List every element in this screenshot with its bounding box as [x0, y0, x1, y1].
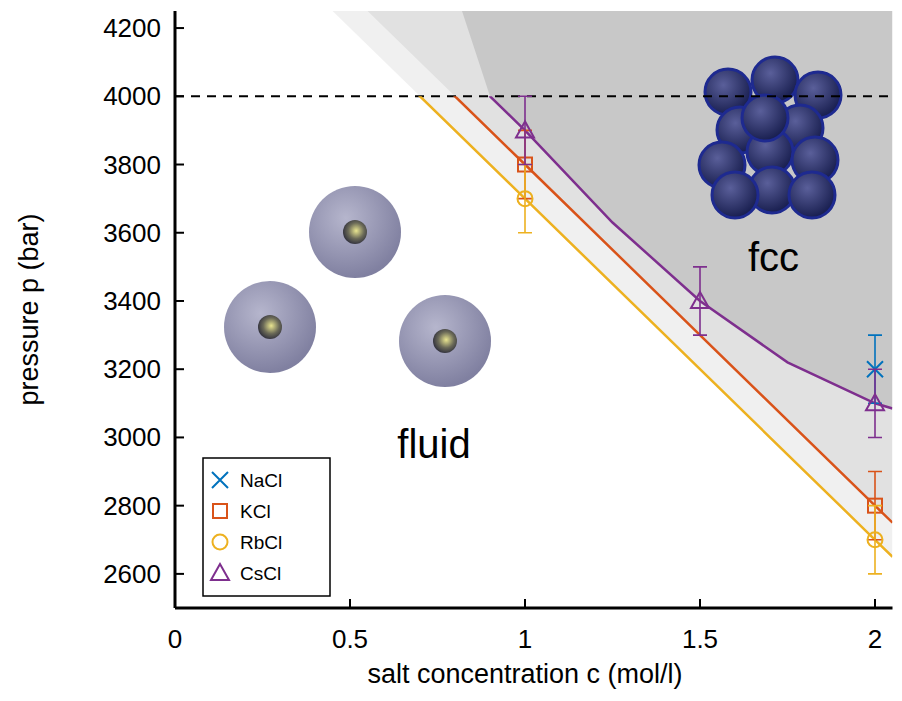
particle-shell — [399, 295, 491, 387]
legend: NaCl KCl RbCl CsCl — [203, 458, 330, 596]
y-tick — [175, 232, 184, 234]
data-point — [518, 191, 533, 206]
y-tick — [175, 368, 184, 370]
error-bar — [868, 506, 882, 574]
data-point — [691, 292, 709, 308]
y-tick-label: 3800 — [103, 150, 161, 180]
particle-shell — [224, 281, 316, 373]
particle-shell — [309, 186, 401, 278]
x-tick-label: 1.5 — [682, 624, 718, 654]
y-tick — [175, 300, 184, 302]
legend-marker — [213, 504, 227, 518]
legend-marker — [213, 535, 228, 550]
y-tick-label: 3200 — [103, 354, 161, 384]
x-tick — [349, 599, 351, 608]
y-tick-label: 4000 — [103, 81, 161, 111]
y-tick-label: 3600 — [103, 218, 161, 248]
phase-region — [462, 11, 893, 408]
legend-label: KCl — [240, 501, 271, 522]
x-tick-label: 0.5 — [332, 624, 368, 654]
data-point — [868, 532, 883, 547]
x-tick — [524, 599, 526, 608]
y-tick-label: 3000 — [103, 422, 161, 452]
y-tick-label: 3400 — [103, 286, 161, 316]
legend-label: NaCl — [240, 470, 282, 491]
legend-marker — [211, 564, 229, 580]
y-tick — [175, 505, 184, 507]
y-axis — [174, 11, 177, 608]
reference-line — [175, 95, 893, 97]
error-bar — [518, 165, 532, 233]
y-tick — [175, 95, 184, 97]
particle-core — [433, 329, 457, 353]
legend-label: RbCl — [240, 532, 282, 553]
fcc-sphere — [789, 172, 835, 218]
y-tick — [175, 164, 184, 166]
x-tick — [699, 599, 701, 608]
particle-core — [258, 315, 282, 339]
fcc-sphere — [712, 172, 758, 218]
y-tick-label: 2600 — [103, 559, 161, 589]
x-axis — [175, 607, 893, 610]
data-point — [516, 121, 534, 137]
phase-boundary — [368, 96, 893, 522]
boundaries — [333, 96, 893, 557]
particle-core — [343, 220, 367, 244]
annotation: fluid — [397, 422, 470, 466]
y-tick — [175, 27, 184, 29]
x-tick-label: 0 — [168, 624, 182, 654]
phase-boundary — [462, 96, 893, 408]
y-tick-label: 2800 — [103, 491, 161, 521]
phase-boundary — [333, 96, 893, 557]
data-point — [866, 394, 884, 410]
x-axis-title: salt concentration c (mol/l) — [367, 659, 682, 689]
fcc-sphere — [742, 95, 788, 141]
x-tick-label: 2 — [868, 624, 882, 654]
axes: 0 0.5 1 1.5 2 2600 2800 3000 3200 3400 3600 3800 400… — [103, 11, 892, 654]
legend-label: CsCl — [240, 563, 281, 584]
y-tick — [175, 573, 184, 575]
legend-box — [203, 458, 330, 596]
x-tick — [174, 599, 176, 608]
illustration — [224, 57, 841, 387]
x-tick-label: 1 — [518, 624, 532, 654]
legend-marker — [212, 472, 228, 488]
phase-region — [333, 11, 893, 557]
y-tick-label: 4200 — [103, 13, 161, 43]
y-axis-title: pressure p (bar) — [14, 213, 44, 405]
points — [516, 96, 884, 574]
x-tick — [874, 599, 876, 608]
chart: 0 0.5 1 1.5 2 2600 2800 3000 3200 3400 3600 3800 400… — [0, 0, 902, 701]
annotation: fcc — [748, 235, 799, 279]
y-tick — [175, 436, 184, 438]
